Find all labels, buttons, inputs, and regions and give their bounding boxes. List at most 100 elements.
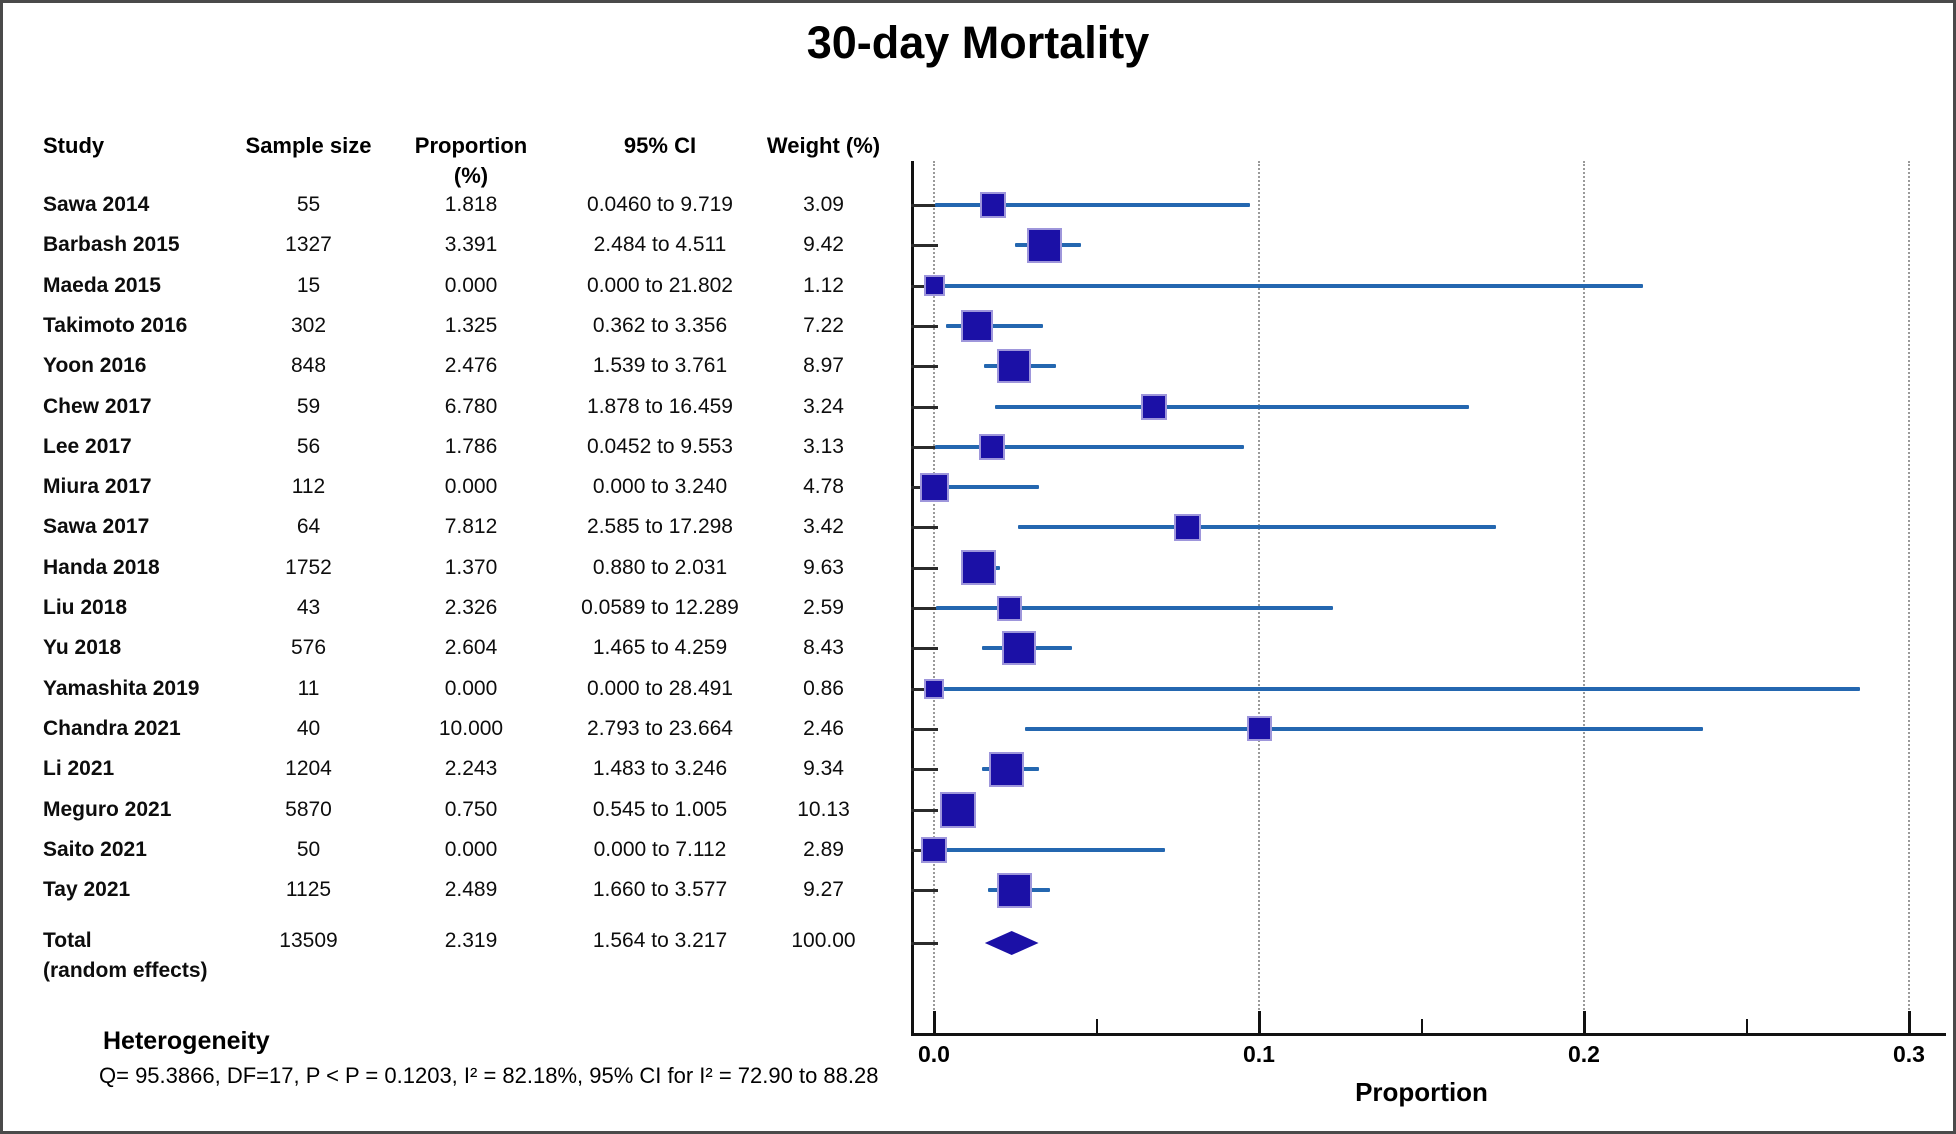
weight-value: 10.13 [797, 797, 850, 821]
study-label: Miura 2017 [43, 475, 152, 499]
ci-whisker [1018, 525, 1497, 530]
proportion-value: 0.000 [444, 676, 498, 700]
study-label: Maeda 2015 [43, 273, 161, 297]
ci-whisker [1024, 726, 1704, 731]
ci-value: 1.539 to 3.761 [592, 354, 728, 378]
weight-value: 2.59 [803, 596, 844, 619]
heterogeneity-stats: Q= 95.3866, DF=17, P < P = 0.1203, I² = … [99, 1063, 879, 1088]
sample-size-value: 302 [290, 313, 327, 337]
row-tick [911, 768, 938, 772]
row-tick [911, 445, 938, 449]
ci-whisker [934, 847, 1166, 852]
proportion-value: 1.786 [444, 434, 498, 458]
sample-size-value: 11 [297, 676, 320, 700]
ci-value: 0.000 to 28.491 [587, 676, 733, 700]
row-tick [911, 889, 938, 893]
sample-size-value: 40 [296, 716, 321, 740]
weight-value: 2.89 [803, 837, 844, 861]
y-axis-line [911, 161, 914, 1036]
ci-whisker [995, 404, 1469, 409]
study-label: Yoon 2016 [43, 354, 147, 378]
weight-value: 8.97 [803, 354, 844, 378]
study-label: Liu 2018 [43, 596, 128, 619]
study-point-square [997, 349, 1032, 384]
ci-whisker [935, 444, 1245, 449]
study-label: Yamashita 2019 [43, 676, 200, 700]
row-tick [911, 244, 938, 248]
study-label: Lee 2017 [43, 434, 132, 458]
sample-size-value: 1752 [285, 555, 332, 579]
weight-value: 3.09 [803, 193, 844, 216]
ci-value: 0.362 to 3.356 [592, 313, 728, 337]
weight-value: 9.42 [803, 233, 844, 257]
ci-value: 2.585 to 17.298 [587, 515, 733, 539]
x-axis-minor-tick [1095, 1019, 1098, 1033]
sample-size-value: 1204 [285, 757, 332, 781]
study-label: Takimoto 2016 [43, 313, 188, 337]
x-axis-line [911, 1033, 1946, 1036]
proportion-value: 7.812 [444, 515, 498, 539]
study-label: Li 2021 [43, 757, 115, 781]
sample-size-value: 64 [296, 515, 321, 539]
weight-value: 0.86 [803, 676, 844, 700]
x-axis-tick-label: 0.3 [1893, 1041, 1925, 1067]
proportion-value: 0.000 [444, 475, 498, 499]
weight-value: 4.78 [803, 475, 844, 499]
row-tick [911, 405, 938, 409]
proportion-value: 2.326 [444, 596, 498, 619]
proportion-value: 10.000 [438, 716, 504, 740]
study-point-square [1001, 631, 1036, 666]
column-header-ci: 95% CI [623, 133, 697, 158]
ci-whisker [934, 485, 1040, 490]
sample-size-value: 5870 [285, 797, 332, 821]
proportion-value: 0.750 [444, 797, 498, 821]
x-axis-tick-label: 0.0 [918, 1041, 950, 1067]
heterogeneity-title: Heterogeneity [103, 1027, 270, 1055]
summary-diamond [984, 931, 1039, 955]
sample-size-value: 1125 [285, 878, 332, 902]
proportion-value: 2.319 [444, 929, 498, 952]
x-axis-major-tick [933, 1011, 936, 1033]
study-label: Yu 2018 [43, 636, 122, 660]
ci-value: 2.484 to 4.511 [593, 233, 727, 257]
row-tick [911, 647, 938, 651]
study-point-square [1246, 716, 1272, 742]
row-tick [911, 566, 938, 570]
gridline [1583, 161, 1585, 1025]
row-tick [911, 526, 938, 530]
study-point-square [989, 751, 1025, 787]
sample-size-value: 848 [290, 354, 327, 378]
weight-value: 100.00 [791, 929, 856, 952]
proportion-value: 1.818 [444, 193, 498, 216]
sample-size-value: 13509 [279, 929, 338, 952]
x-axis-label: Proportion [1355, 1077, 1488, 1107]
study-label: Barbash 2015 [43, 233, 180, 257]
sample-size-value: 43 [296, 596, 321, 619]
ci-value: 1.564 to 3.217 [592, 929, 728, 952]
ci-value: 0.0589 to 12.289 [581, 596, 739, 619]
proportion-value: 1.370 [444, 555, 498, 579]
weight-value: 1.12 [803, 273, 844, 297]
gridline [933, 161, 935, 1025]
x-axis-major-tick [1258, 1011, 1261, 1033]
weight-value: 3.42 [803, 515, 844, 539]
study-point-square [924, 678, 944, 699]
proportion-value: 2.476 [444, 354, 498, 378]
study-label: Sawa 2014 [43, 193, 150, 216]
ci-whisker [934, 283, 1643, 288]
column-header-study: Study [43, 133, 105, 158]
gridline [1258, 161, 1260, 1025]
study-label: Tay 2021 [43, 878, 131, 902]
ci-value: 0.000 to 7.112 [593, 837, 727, 861]
study-label: Saito 2021 [43, 837, 147, 861]
sample-size-value: 56 [296, 434, 321, 458]
proportion-value: 2.243 [444, 757, 498, 781]
weight-value: 3.24 [803, 394, 844, 418]
proportion-value: 6.780 [444, 394, 498, 418]
weight-value: 7.22 [803, 313, 844, 337]
ci-value: 1.660 to 3.577 [592, 878, 728, 902]
weight-value: 9.34 [803, 757, 844, 781]
sample-size-value: 576 [290, 636, 327, 660]
ci-whisker [935, 203, 1250, 207]
